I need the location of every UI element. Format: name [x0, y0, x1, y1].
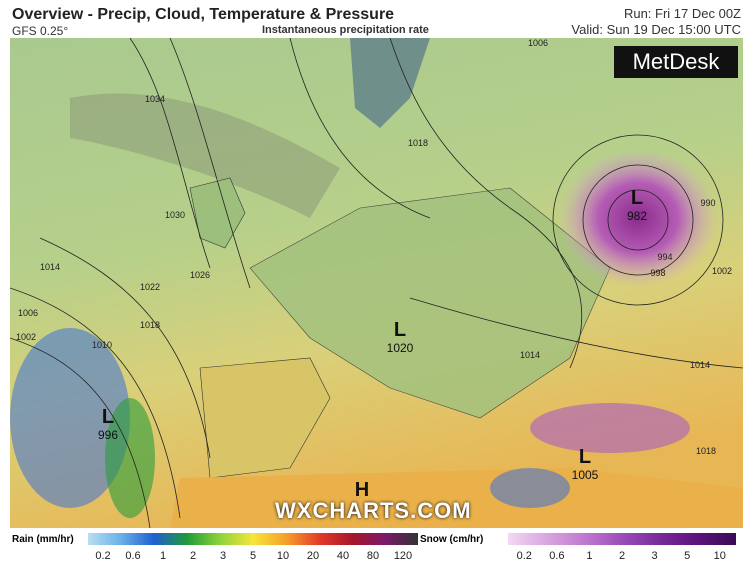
pressure-center-value: 1005: [572, 468, 599, 482]
legend-tick-label: 10: [276, 550, 290, 562]
north-africa: [170, 468, 743, 528]
snow-area: [558, 148, 718, 288]
pressure-center-symbol: L: [631, 187, 643, 209]
isobar-label: 1010: [92, 340, 112, 350]
rain-scale: [88, 533, 418, 545]
isobar-label: 1014: [690, 360, 710, 370]
isobar-label: 994: [657, 252, 672, 262]
isobar-label: 1002: [16, 332, 36, 342]
rain-legend-label: Rain (mm/hr): [12, 534, 74, 545]
legend-tick-label: 1: [586, 550, 593, 562]
snow-scale: [508, 533, 736, 545]
europe: [249, 187, 611, 419]
snow-area: [530, 403, 690, 453]
scandinavia: [350, 38, 430, 128]
isobar-label: 1034: [145, 94, 165, 104]
legend-tick-label: 5: [684, 550, 691, 562]
pressure-center-symbol: H: [355, 479, 369, 501]
legend-tick-label: 2: [189, 550, 197, 562]
pressure-center-symbol: L: [102, 406, 114, 428]
iberia: [199, 357, 331, 479]
model-name: GFS 0.25°: [12, 24, 69, 38]
isobar-label: 998: [650, 268, 665, 278]
rain-area: [10, 328, 130, 508]
isobars: [10, 38, 743, 528]
legend-tick-label: 80: [366, 550, 380, 562]
run-time: Run: Fri 17 Dec 00Z: [623, 6, 741, 21]
legend-tick-label: 10: [713, 550, 726, 562]
isobar-label: 1018: [696, 446, 716, 456]
watermark: WXCHARTS.COM: [275, 498, 472, 523]
legend-tick-label: 0.6: [125, 550, 141, 562]
logo: MetDesk: [614, 46, 738, 78]
legend-tick-label: 2: [618, 550, 626, 562]
isobar-label: 1014: [40, 262, 60, 272]
isobar-label: 1030: [165, 210, 185, 220]
isobar-label: 990: [700, 198, 715, 208]
pressure-center-value: 1020: [387, 341, 414, 355]
map-subtitle: Instantaneous precipitation rate: [262, 24, 429, 36]
isobar-label: 1006: [18, 308, 38, 318]
isobar-label: 1014: [520, 350, 540, 360]
legend-tick-label: 40: [336, 550, 350, 562]
legend-tick-label: 0.6: [549, 550, 565, 562]
legend-tick-label: 3: [219, 550, 227, 562]
isobar-label: 1018: [140, 320, 160, 330]
pressure-center-symbol: L: [579, 446, 591, 468]
valid-time: Valid: Sun 19 Dec 15:00 UTC: [571, 22, 741, 37]
legend-tick-label: 0.2: [95, 550, 111, 562]
isobar-label: 1018: [408, 138, 428, 148]
pressure-center-symbol: L: [394, 319, 406, 341]
rain-area: [490, 468, 570, 508]
legend-tick-label: 5: [249, 550, 257, 562]
pressure-center-value: 996: [98, 428, 118, 442]
isobar-label: 1022: [140, 282, 160, 292]
isobar-label: 1006: [528, 38, 548, 48]
isobar-label: 1026: [190, 270, 210, 280]
map: 1006 1034 1030 1026 1022 1018 1014 1010 1006 1002…: [10, 38, 743, 528]
legend-tick-label: 1: [159, 550, 167, 562]
legend-tick-label: 0.2: [516, 550, 532, 562]
isobar-label: 1002: [712, 266, 732, 276]
cloud-band: [70, 93, 340, 218]
legend-tick-label: 3: [651, 550, 658, 562]
pressure-center-value: 982: [627, 209, 647, 223]
legend-tick-label: 120: [393, 550, 413, 562]
rain-area: [105, 398, 155, 518]
legend-tick-label: 20: [306, 550, 320, 562]
snow-legend-label: Snow (cm/hr): [420, 534, 484, 545]
map-title: Overview - Precip, Cloud, Temperature & …: [12, 6, 395, 23]
